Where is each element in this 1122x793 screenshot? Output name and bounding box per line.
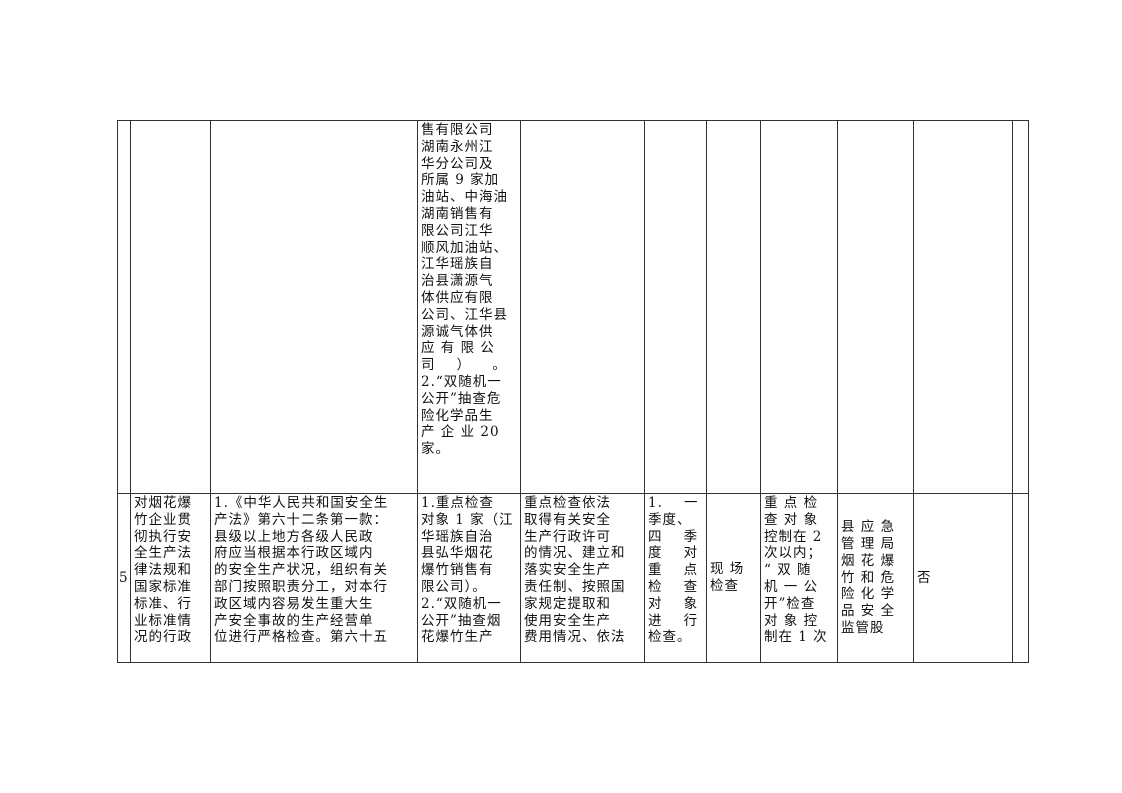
cell-method: 现 场 检查 <box>706 493 761 663</box>
cell-item: 对烟花爆 竹企业贯 彻执行安 全生产法 律法规和 国家标准 标准、行 业标准情 … <box>130 493 211 663</box>
cell-joint: 否 <box>913 493 1013 663</box>
cell-basis <box>210 120 418 494</box>
cell-note <box>1012 493 1029 663</box>
cell-index <box>117 120 131 494</box>
cell-basis: 1.《中华人民共和国安全生 产法》第六十二条第一款： 县级以上地方各级人民政 府… <box>210 493 418 663</box>
cell-content: 重点检查依法 取得有关安全 生产行政许可 的情况、建立和 落实安全生产 责任制、… <box>520 493 645 663</box>
cell-targets: 售有限公司 湖南永州江 华分公司及 所属 9 家加 油站、中海油 湖南销售有 限… <box>417 120 521 494</box>
table-row: 售有限公司 湖南永州江 华分公司及 所属 9 家加 油站、中海油 湖南销售有 限… <box>117 120 1029 494</box>
cell-frequency: 重 点 检 查 对 象 控制在 2 次以内； “ 双 随 机 一 公 开”检查 … <box>760 493 838 663</box>
cell-frequency <box>760 120 838 494</box>
cell-department <box>837 120 914 494</box>
cell-targets: 1.重点检查 对象 1 家（江 华瑶族自治 县弘华烟花 爆竹销售有 限公司）。 … <box>417 493 521 663</box>
cell-schedule <box>644 120 707 494</box>
cell-content <box>520 120 645 494</box>
cell-item <box>130 120 211 494</box>
cell-method <box>706 120 761 494</box>
cell-note <box>1012 120 1029 494</box>
cell-joint <box>913 120 1013 494</box>
table-row: 5 对烟花爆 竹企业贯 彻执行安 全生产法 律法规和 国家标准 标准、行 业标准… <box>117 493 1029 663</box>
inspection-table: 售有限公司 湖南永州江 华分公司及 所属 9 家加 油站、中海油 湖南销售有 限… <box>117 120 1029 663</box>
cell-department: 县 应 急 管 理 局 烟 花 爆 竹 和 危 险 化 学 品 安 全 监管股 <box>837 493 914 663</box>
cell-schedule: 1. 一 季度、 四 季 度 对 重 点 检 查 对 象 进 行 检查。 <box>644 493 707 663</box>
cell-index: 5 <box>117 493 131 663</box>
